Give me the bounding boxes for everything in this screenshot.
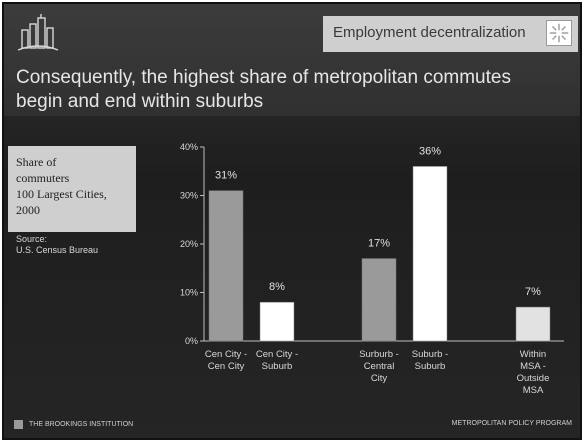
x-tick-label: Within	[520, 349, 546, 360]
section-label: Employment decentralization	[333, 24, 526, 41]
bar	[515, 306, 551, 342]
data-label: 36%	[419, 145, 441, 157]
legend-line: commuters	[16, 171, 70, 185]
data-label: 31%	[215, 170, 237, 182]
x-tick-label: Central	[364, 361, 395, 372]
slide-title: Consequently, the highest share of metro…	[16, 66, 576, 114]
x-tick-label: Cen City -	[256, 349, 298, 360]
bar-chart: 0%10%20%30%40%31%Cen City -Cen City8%Cen…	[180, 142, 564, 396]
x-tick-label: Outside	[517, 373, 550, 384]
y-tick-label: 20%	[180, 239, 198, 249]
starburst-icon	[546, 20, 572, 46]
x-tick-label: City	[371, 373, 388, 384]
legend-text: Share of commuters 100 Largest Cities, 2…	[16, 154, 134, 218]
title-line-1: Consequently, the highest share of metro…	[16, 67, 511, 88]
bar	[361, 258, 397, 342]
x-tick-label: Suburb -	[412, 349, 448, 360]
y-tick-label: 40%	[180, 142, 198, 152]
y-tick-label: 0%	[185, 336, 198, 346]
bar	[412, 166, 448, 342]
x-tick-label: Cen City	[208, 361, 245, 372]
x-tick-label: Cen City -	[205, 349, 247, 360]
x-tick-label: Suburb	[262, 361, 293, 372]
bar	[208, 190, 244, 342]
legend-line: Share of	[16, 155, 57, 169]
slide-frame	[2, 2, 582, 440]
title-line-2: begin and end within suburbs	[16, 91, 264, 112]
footer-left: THE BROOKINGS INSTITUTION	[14, 420, 133, 429]
x-tick-label: MSA	[523, 385, 544, 396]
data-label: 17%	[368, 238, 390, 250]
x-tick-label: Surburb -	[359, 349, 399, 360]
legend-box: Share of commuters 100 Largest Cities, 2…	[8, 146, 136, 232]
city-skyline-logo-icon	[17, 14, 59, 51]
bar	[259, 301, 295, 342]
legend-line: 2000	[16, 203, 40, 217]
footer-right-text: METROPOLITAN POLICY PROGRAM	[451, 420, 572, 427]
x-tick-label: Suburb	[415, 361, 446, 372]
y-tick-label: 10%	[180, 288, 198, 298]
section-label-box: Employment decentralization	[323, 16, 578, 52]
data-label: 7%	[525, 286, 541, 298]
source-label: Source:	[16, 234, 48, 244]
slide: Employment decentralization Consequently…	[4, 4, 580, 438]
legend-line: 100 Largest Cities,	[16, 187, 107, 201]
x-tick-label: MSA -	[520, 361, 546, 372]
data-label: 8%	[269, 281, 285, 293]
footer-square-icon	[14, 420, 23, 429]
y-tick-label: 30%	[180, 191, 198, 201]
footer-left-text: THE BROOKINGS INSTITUTION	[29, 421, 134, 428]
source-text: U.S. Census Bureau	[16, 245, 99, 255]
